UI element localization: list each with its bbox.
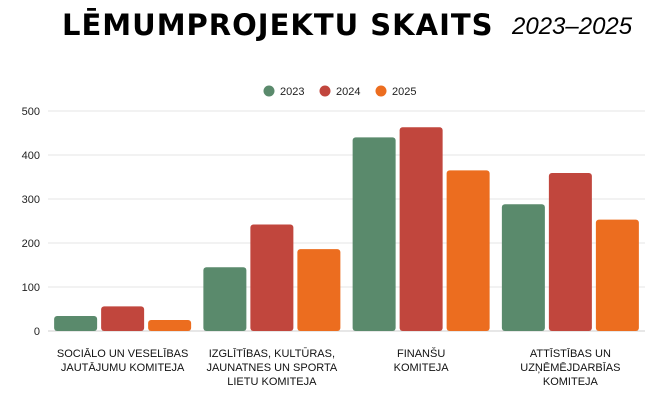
title-row: LĒMUMPROJEKTU SKAITS 2023–2025: [0, 4, 661, 44]
bar-2023: [54, 316, 98, 331]
y-tick-label: 500: [22, 106, 40, 118]
chart-subtitle: 2023–2025: [512, 13, 633, 40]
category-label: JAUNATNES UN SPORTA: [206, 362, 337, 374]
category-label: LIETU KOMITEJA: [227, 376, 317, 388]
y-tick-label: 200: [22, 238, 40, 250]
legend: 2023 2024 2025: [263, 85, 416, 98]
bar-2025: [297, 249, 341, 331]
bar-2025: [148, 320, 192, 331]
bars: [54, 127, 639, 331]
bar-2025: [595, 219, 639, 331]
category-label: ATTĪSTĪBAS UN: [530, 348, 611, 360]
category-label: FINANŠU: [397, 347, 445, 360]
bar-2024: [101, 306, 145, 331]
category-label: UZŅĒMĒJDARBĪAS: [520, 362, 620, 374]
legend-swatch-2024: [319, 85, 331, 97]
bar-2023: [501, 204, 545, 331]
y-tick-label: 100: [22, 282, 40, 294]
y-tick-label: 0: [34, 326, 40, 338]
legend-label-2023: 2023: [280, 86, 304, 98]
x-axis: SOCIĀLO UN VESELĪBAS JAUTĀJUMU KOMITEJA IZ…: [57, 347, 621, 388]
legend-label-2025: 2025: [392, 86, 416, 98]
legend-label-2024: 2024: [336, 86, 360, 98]
category-label: IZGLĪTĪBAS, KULTŪRAS,: [209, 348, 335, 360]
legend-swatch-2023: [263, 85, 275, 97]
y-tick-label: 300: [22, 194, 40, 206]
bar-2024: [399, 127, 443, 331]
bar-2024: [548, 173, 592, 331]
category-label: KOMITEJA: [543, 376, 599, 388]
bar-2025: [446, 170, 490, 331]
bar-2024: [250, 224, 294, 331]
bar-2023: [203, 267, 247, 331]
y-tick-label: 400: [22, 150, 40, 162]
category-label: KOMITEJA: [394, 362, 450, 374]
gridlines: [48, 110, 645, 332]
legend-swatch-2025: [375, 85, 387, 97]
chart-title: LĒMUMPROJEKTU SKAITS: [62, 8, 494, 42]
y-axis: 0 100 200 300 400 500: [22, 106, 40, 338]
category-label: JAUTĀJUMU KOMITEJA: [61, 362, 185, 374]
bar-2023: [352, 137, 396, 331]
category-label: SOCIĀLO UN VESELĪBAS: [57, 348, 188, 360]
